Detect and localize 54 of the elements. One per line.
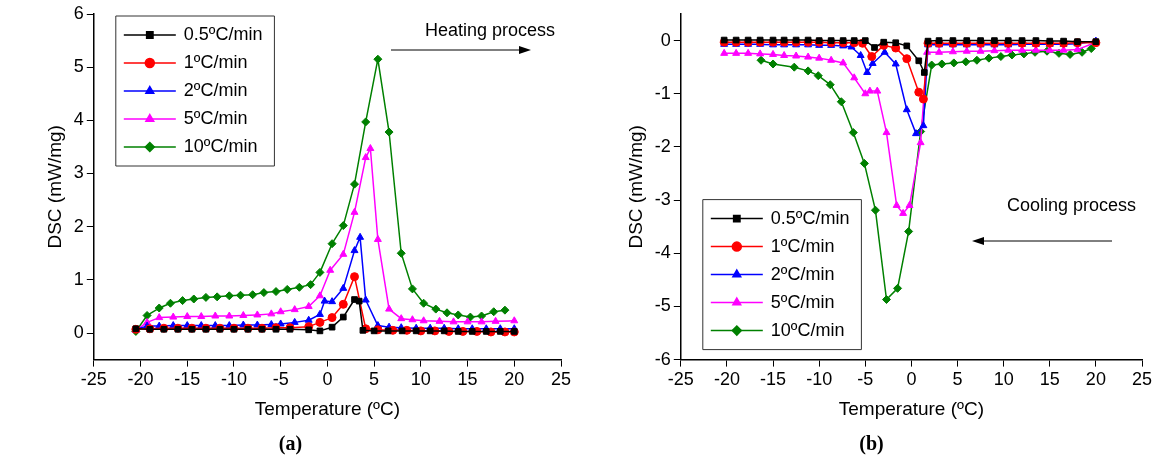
x-tick-label: -10	[806, 369, 833, 390]
text: (a)	[277, 432, 304, 455]
y-tick-label: -4	[654, 242, 671, 263]
x-tick-label: -15	[174, 369, 201, 390]
legend-label: 2ºC/min	[183, 79, 248, 100]
x-tick-label: -20	[127, 369, 154, 390]
y-axis-title: DSC (mW/mg)	[624, 125, 646, 249]
text: (b)	[858, 432, 885, 455]
y-tick-label: -2	[654, 135, 671, 156]
y-tick-label: 3	[73, 162, 84, 183]
x-tick-label: -5	[272, 369, 289, 390]
legend-label: 1ºC/min	[770, 235, 835, 256]
x-tick-label: -25	[80, 369, 107, 390]
x-tick-label: -10	[220, 369, 247, 390]
annotation: Heating process	[424, 20, 555, 40]
legend-label: 10ºC/min	[770, 319, 845, 340]
legend-label: 10ºC/min	[183, 135, 258, 156]
x-tick-label: 10	[410, 369, 431, 390]
x-tick-label: 10	[993, 369, 1014, 390]
x-tick-label: 5	[369, 369, 380, 390]
x-tick-label: -5	[857, 369, 874, 390]
y-tick-label: 2	[73, 215, 84, 236]
x-tick-label: 25	[1131, 369, 1153, 390]
x-tick-label: -25	[667, 369, 694, 390]
y-tick-label: 1	[73, 268, 84, 289]
y-tick-label: -6	[654, 348, 671, 369]
x-tick-label: 15	[1039, 369, 1060, 390]
x-tick-label: 20	[504, 369, 525, 390]
x-tick-label: -20	[713, 369, 740, 390]
x-axis-title: Temperature (ºC)	[838, 397, 985, 419]
legend-label: 5ºC/min	[770, 291, 835, 312]
y-tick-label: 0	[660, 29, 671, 50]
y-tick-label: 4	[73, 109, 84, 130]
legend-label: 0.5ºC/min	[183, 23, 263, 44]
x-tick-label: 20	[1085, 369, 1106, 390]
annotation: Cooling process	[1006, 194, 1136, 215]
y-tick-label: 6	[73, 2, 84, 23]
legend-label: 5ºC/min	[183, 107, 248, 128]
x-tick-label: 25	[550, 369, 572, 390]
legend-label: 0.5ºC/min	[770, 207, 850, 228]
x-tick-label: 0	[906, 369, 917, 390]
y-tick-label: -5	[654, 295, 671, 316]
y-tick-label: -1	[654, 82, 671, 103]
x-tick-label: -15	[760, 369, 787, 390]
legend-label: 1ºC/min	[183, 51, 248, 72]
y-tick-label: -3	[654, 189, 671, 210]
x-tick-label: 15	[457, 369, 478, 390]
y-tick-label: 5	[73, 56, 84, 77]
y-tick-label: 0	[73, 321, 84, 342]
x-tick-label: 5	[952, 369, 963, 390]
legend-label: 2ºC/min	[770, 263, 835, 284]
x-tick-label: 0	[322, 369, 333, 390]
x-axis-title: Temperature (ºC)	[254, 397, 401, 419]
y-axis-title: DSC (mW/mg)	[43, 125, 65, 249]
